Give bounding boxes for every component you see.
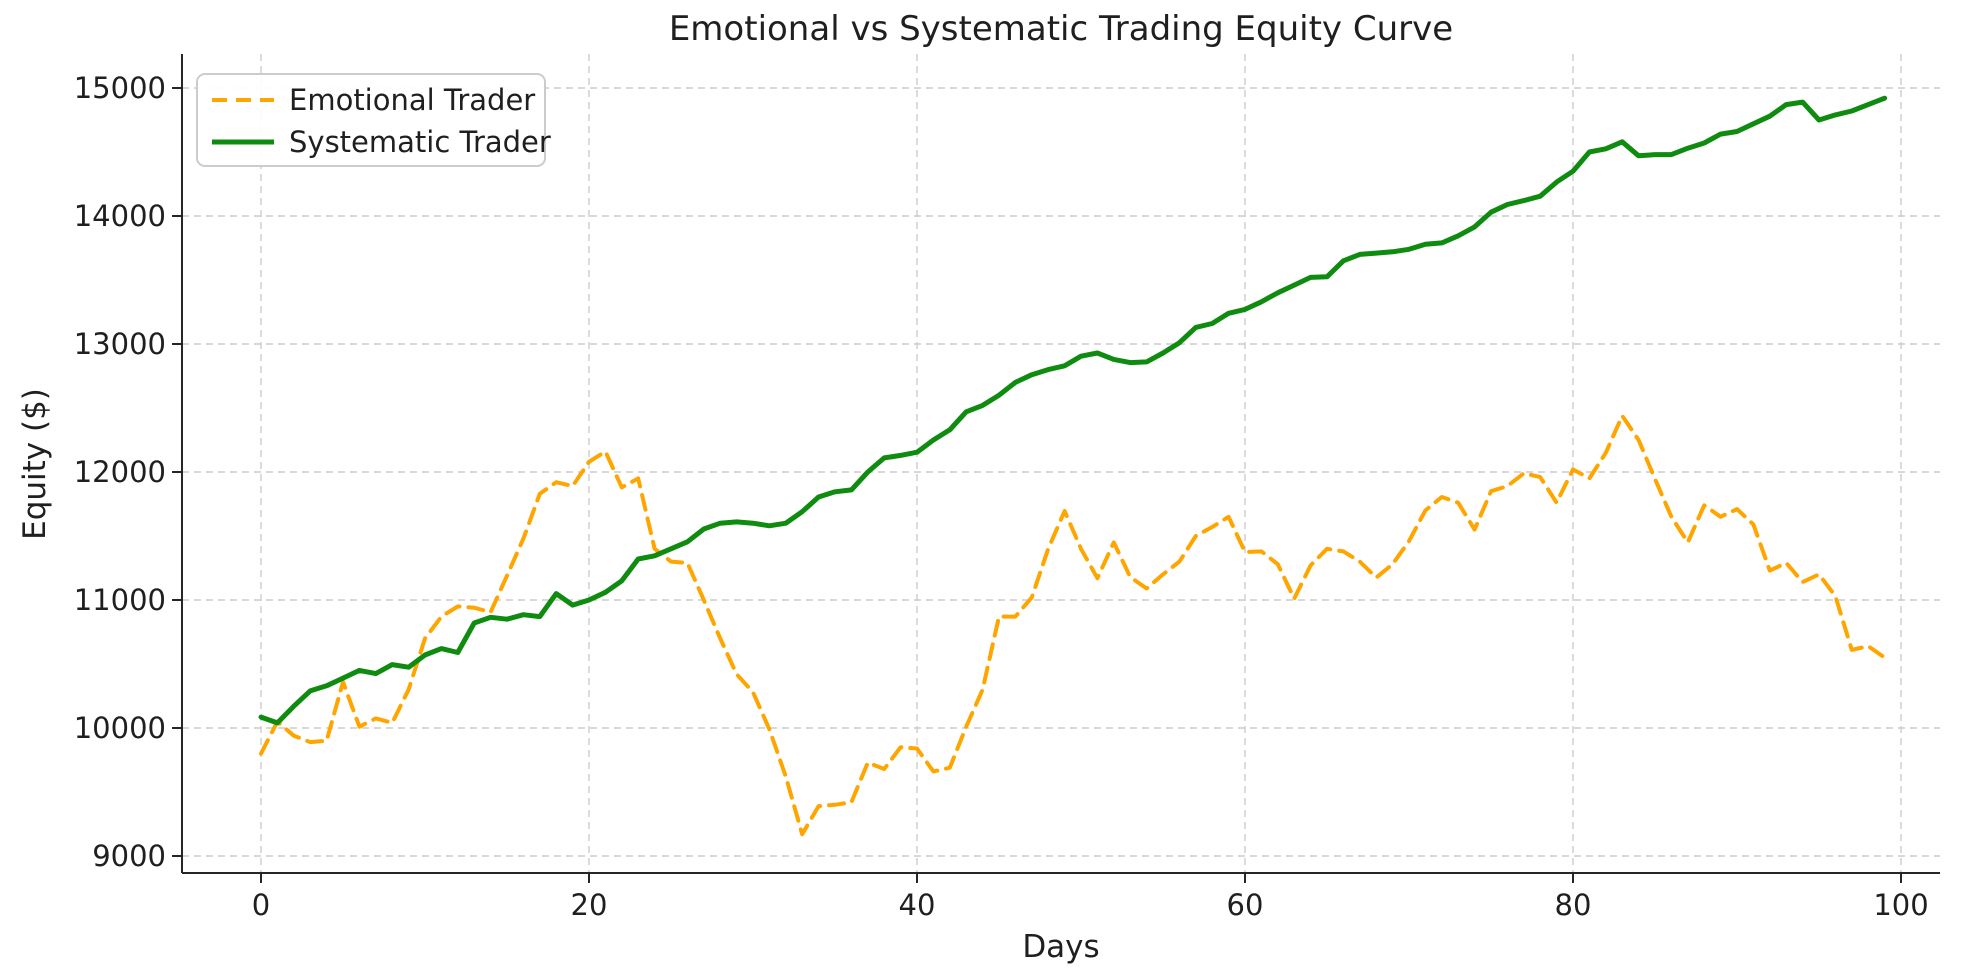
- systematic-legend-label: Systematic Trader: [289, 125, 551, 159]
- legend-item-systematic: Systematic Trader: [212, 125, 551, 159]
- y-tick-label: 9000: [92, 839, 166, 873]
- emotional-legend-label: Emotional Trader: [289, 83, 535, 117]
- emotional-trader-line: [259, 413, 1887, 837]
- y-tick-label: 13000: [74, 327, 166, 361]
- y-tick-label: 14000: [74, 199, 166, 233]
- legend-item-emotional: Emotional Trader: [212, 83, 535, 117]
- x-tick-label: 0: [252, 888, 270, 922]
- y-axis-label: Equity ($): [17, 388, 53, 540]
- legend: Emotional Trader Systematic Trader: [196, 73, 551, 167]
- x-tick-label: 20: [571, 888, 608, 922]
- y-tick-label: 12000: [74, 455, 166, 489]
- x-tick-label: 100: [1873, 888, 1928, 922]
- x-tick-label: 80: [1555, 888, 1592, 922]
- chart-title: Emotional vs Systematic Trading Equity C…: [669, 9, 1453, 49]
- plot-layer: [258, 95, 1888, 837]
- x-tick-label: 40: [899, 888, 936, 922]
- axes-spines: [181, 54, 1940, 874]
- x-axis-label: Days: [1022, 929, 1099, 965]
- legend-box: [196, 73, 546, 167]
- y-tick-label: 11000: [74, 583, 166, 617]
- y-tick-label: 15000: [74, 71, 166, 105]
- systematic-trader-line: [258, 95, 1888, 726]
- y-tick-label: 10000: [74, 711, 166, 745]
- x-tick-label: 60: [1227, 888, 1264, 922]
- grid-layer: 0 20 40 60 80 100 9000 10000 11000 12000 13000 1400…: [74, 54, 1940, 922]
